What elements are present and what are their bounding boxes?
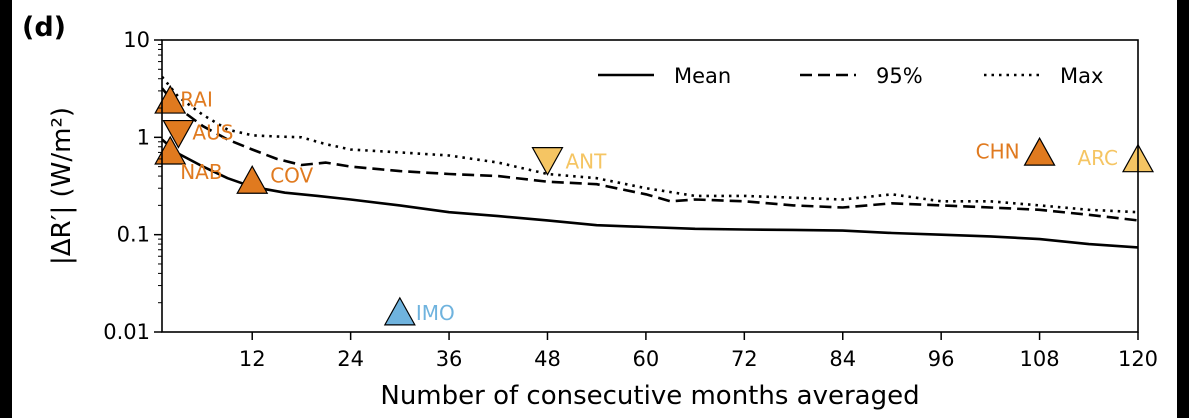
panel-label: (d) [22,12,66,43]
x-tick-label: 12 [239,347,266,371]
x-tick-label: 24 [337,347,364,371]
legend-label-max: Max [1060,64,1103,88]
y-tick-label: 10 [123,28,150,52]
marker-ant [531,147,564,176]
x-tick-label: 72 [731,347,758,371]
x-tick-label: 84 [829,347,856,371]
marker-imo [383,296,416,326]
series-line-95 [162,87,1138,222]
marker-label-chn: CHN [976,139,1020,163]
x-tick-label: 96 [928,347,955,371]
marker-label-ant: ANT [565,149,607,173]
marker-chn [1023,136,1056,166]
marker-label-cov: COV [270,164,313,188]
marker-label-imo: IMO [416,301,455,325]
legend-label-95: 95% [876,64,923,88]
y-tick-label: 1 [137,125,150,149]
x-tick-label: 36 [436,347,463,371]
marker-label-nab: NAB [180,160,222,184]
marker-label-aus: AUS [192,120,233,144]
y-tick-label: 0.1 [117,223,150,247]
plot-area-frame [161,39,1139,333]
x-tick-label: 48 [534,347,561,371]
x-axis: 12 24 36 48 60 72 84 96 108 120 [239,332,1158,371]
y-tick-label: 0.01 [103,320,150,344]
x-tick-label: 60 [633,347,660,371]
x-axis-title: Number of consecutive months averaged [380,381,919,411]
x-tick-label: 120 [1118,347,1158,371]
y-axis-title: |ΔR′| (W/m²) [47,107,77,265]
y-axis: 0.01 0.1 1 10 [103,28,162,344]
marker-aus [162,119,195,149]
legend: Mean 95% Max [598,64,1103,88]
legend-label-mean: Mean [674,64,731,88]
marker-label-arc: ARC [1077,146,1118,170]
chart-svg: (d) RAI AUS NAB COV IMO ANT CHN ARC 12 24 36 48 60 7… [22,12,1158,411]
x-tick-label: 108 [1020,347,1060,371]
marker-label-rai: RAI [180,87,213,111]
marker-layer: RAI AUS NAB COV IMO ANT CHN ARC [154,84,1155,326]
figure-frame: (d) RAI AUS NAB COV IMO ANT CHN ARC 12 24 36 48 60 7… [12,0,1177,418]
marker-cov [236,165,269,194]
